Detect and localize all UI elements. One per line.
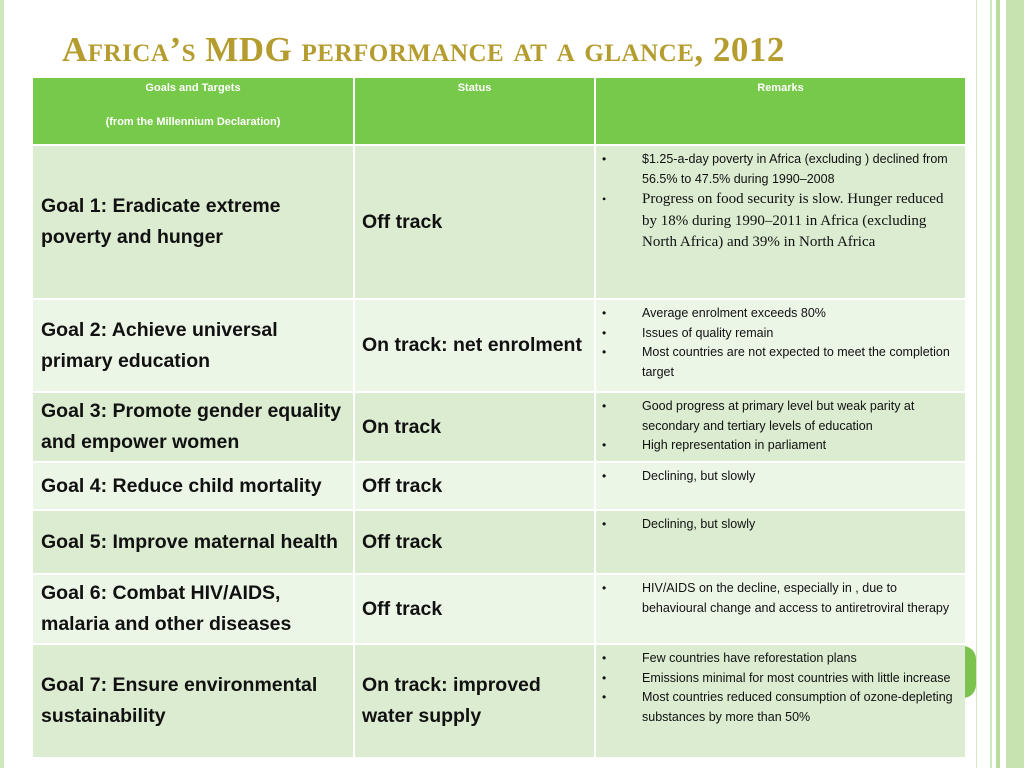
goal-cell: Goal 6: Combat HIV/AIDS, malaria and oth… xyxy=(33,575,355,643)
goal-cell: Goal 3: Promote gender equality and empo… xyxy=(33,393,355,461)
goal-cell: Goal 5: Improve maternal health xyxy=(33,511,355,573)
status-cell: On track: improved water supply xyxy=(355,645,596,757)
header-goals: Goals and Targets (from the Millennium D… xyxy=(33,78,355,144)
status-cell: Off track xyxy=(355,511,596,573)
remark-item: Few countries have reforestation plans xyxy=(596,649,965,669)
table-header-row: Goals and Targets (from the Millennium D… xyxy=(33,78,965,144)
remarks-cell: Declining, but slowly xyxy=(596,511,965,573)
right-decorative-bars xyxy=(976,0,1024,768)
table-row: Goal 3: Promote gender equality and empo… xyxy=(33,393,965,461)
remark-item: Declining, but slowly xyxy=(596,515,965,535)
table-row: Goal 6: Combat HIV/AIDS, malaria and oth… xyxy=(33,575,965,643)
table-row: Goal 7: Ensure environmental sustainabil… xyxy=(33,645,965,757)
remarks-cell: Average enrolment exceeds 80% Issues of … xyxy=(596,300,965,391)
status-cell: Off track xyxy=(355,575,596,643)
remark-item: Declining, but slowly xyxy=(596,467,965,487)
remark-item: Most countries reduced consumption of oz… xyxy=(596,688,965,727)
left-decorative-rule xyxy=(0,0,4,768)
header-goals-label: Goals and Targets xyxy=(145,82,241,94)
remarks-cell: $1.25-a-day poverty in Africa (excluding… xyxy=(596,146,965,298)
mdg-performance-table: Goals and Targets (from the Millennium D… xyxy=(33,76,965,759)
status-cell: Off track xyxy=(355,463,596,509)
remarks-cell: HIV/AIDS on the decline, especially in ,… xyxy=(596,575,965,643)
remark-item: Good progress at primary level but weak … xyxy=(596,397,965,436)
goal-cell: Goal 1: Eradicate extreme poverty and hu… xyxy=(33,146,355,298)
table-row: Goal 2: Achieve universal primary educat… xyxy=(33,300,965,391)
goal-cell: Goal 2: Achieve universal primary educat… xyxy=(33,300,355,391)
header-remarks: Remarks xyxy=(596,78,965,144)
table-row: Goal 4: Reduce child mortality Off track… xyxy=(33,463,965,509)
status-cell: On track: net enrolment xyxy=(355,300,596,391)
remarks-cell: Declining, but slowly xyxy=(596,463,965,509)
remarks-cell: Few countries have reforestation plans E… xyxy=(596,645,965,757)
remark-item: Progress on food security is slow. Hunge… xyxy=(596,189,965,254)
table-row: Goal 5: Improve maternal health Off trac… xyxy=(33,511,965,573)
header-goals-sublabel: (from the Millennium Declaration) xyxy=(105,116,281,128)
remark-item: High representation in parliament xyxy=(596,436,965,456)
goal-cell: Goal 7: Ensure environmental sustainabil… xyxy=(33,645,355,757)
remark-item: $1.25-a-day poverty in Africa (excluding… xyxy=(596,150,965,189)
remark-item: Most countries are not expected to meet … xyxy=(596,343,965,382)
status-cell: On track xyxy=(355,393,596,461)
remark-item: Issues of quality remain xyxy=(596,324,965,344)
status-cell: Off track xyxy=(355,146,596,298)
remark-item: Emissions minimal for most countries wit… xyxy=(596,669,965,689)
remark-item: HIV/AIDS on the decline, especially in ,… xyxy=(596,579,965,618)
remark-item: Average enrolment exceeds 80% xyxy=(596,304,965,324)
slide-title: Africa’s MDG performance at a glance, 20… xyxy=(62,30,785,69)
table-row: Goal 1: Eradicate extreme poverty and hu… xyxy=(33,146,965,298)
header-status: Status xyxy=(355,78,596,144)
remarks-cell: Good progress at primary level but weak … xyxy=(596,393,965,461)
goal-cell: Goal 4: Reduce child mortality xyxy=(33,463,355,509)
